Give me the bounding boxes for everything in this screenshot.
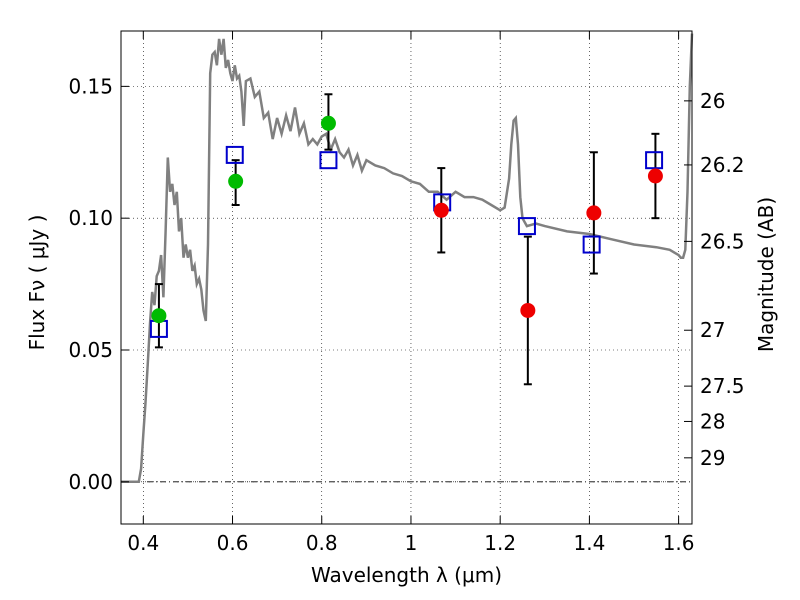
model-photometry-markers	[149, 145, 664, 338]
photometry-point	[151, 308, 167, 324]
magnitude-tick-label: 27.5	[700, 374, 745, 398]
magnitude-tick-label: 26	[700, 89, 725, 113]
photometry-point	[520, 302, 536, 318]
model-spectrum-line	[121, 33, 694, 484]
magnitude-tick-label: 26.2	[700, 153, 745, 177]
photometry-point	[228, 173, 244, 189]
model-photometry-square	[645, 151, 664, 170]
observed-photometry-markers	[151, 115, 663, 324]
model-photometry-square	[319, 151, 338, 170]
plot-frame	[120, 30, 693, 525]
magnitude-tick-label: 28	[700, 409, 725, 433]
model-photometry-square	[517, 217, 536, 236]
x-tick-label: 0.6	[217, 531, 249, 555]
magnitude-tick-labels: 26 26.2 26.5 27 27.5 28 29	[700, 89, 745, 470]
x-tick-label: 0.8	[306, 531, 338, 555]
x-tick-label: 1.2	[484, 531, 516, 555]
x-tick-label: 1.4	[573, 531, 605, 555]
photometry-point	[433, 202, 449, 218]
magnitude-tick-label: 27	[700, 318, 725, 342]
magnitude-tick-label: 26.5	[700, 229, 745, 253]
y-tick-label: 0.00	[68, 470, 113, 494]
photometry-point	[586, 205, 602, 221]
right-axis-label: Magnitude (AB)	[754, 197, 778, 352]
x-tick-label: 1.6	[663, 531, 695, 555]
y-tick-label: 0.10	[68, 206, 113, 230]
y-tick-label: 0.05	[68, 338, 113, 362]
y-tick-labels: 0.00 0.05 0.10 0.15	[68, 74, 113, 493]
x-axis-label: Wavelength λ (μm)	[311, 563, 502, 587]
x-tick-label: 0.4	[127, 531, 159, 555]
photometry-point	[320, 115, 336, 131]
model-photometry-square	[582, 235, 601, 254]
photometry-point	[647, 168, 663, 184]
x-tick-label: 1	[405, 531, 418, 555]
y-tick-label: 0.15	[68, 74, 113, 98]
y-axis-label: Flux Fν ( μJy )	[25, 215, 49, 351]
axis-ticks	[121, 31, 692, 524]
x-tick-labels: 0.4 0.6 0.8 1 1.2 1.4 1.6	[127, 531, 694, 555]
model-photometry-square	[225, 145, 244, 164]
magnitude-tick-label: 29	[700, 446, 725, 470]
